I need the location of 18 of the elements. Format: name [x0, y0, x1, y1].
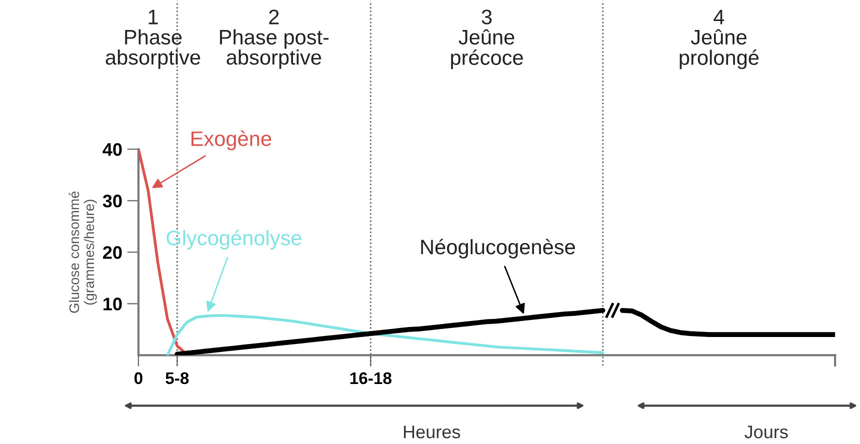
- x-tick-label: 5-8: [166, 372, 189, 384]
- y-tick-label: 40: [102, 143, 122, 156]
- text: Néoglucogenèse: [421, 238, 575, 259]
- y-tick-label: 30: [102, 194, 122, 208]
- text: 1 Phase absorptive: [106, 10, 200, 69]
- x-tick-label: 16-18: [350, 372, 392, 384]
- x-tick-label: 0: [134, 372, 142, 384]
- y-tick-label: 20: [103, 246, 122, 259]
- text: Glycogénolyse: [166, 230, 302, 250]
- y-axis-title: Glucose consommé (grammes/heure): [68, 191, 97, 313]
- text: Exogène: [192, 130, 272, 150]
- y-tick-label: 10: [104, 298, 122, 310]
- text: Jours: [744, 426, 788, 438]
- line-series: [166, 314, 604, 356]
- text: Heures: [404, 426, 460, 438]
- text: 3 Jeûne précoce: [451, 10, 523, 70]
- text: 4 Jeûne prolongé: [680, 10, 759, 70]
- text: 2 Phase post- absorptive: [220, 10, 329, 69]
